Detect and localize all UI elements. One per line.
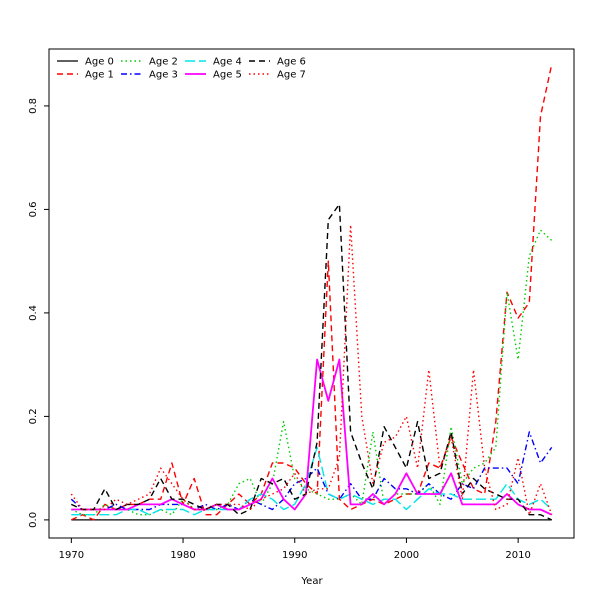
legend-label: Age 4 xyxy=(213,57,242,68)
legend: Age 0 Age 1 Age 2 Age 3 Age 4 Age 5 Age 6 Age 7 xyxy=(57,57,306,81)
series-age-5 xyxy=(71,358,553,516)
y-tick-label: 0.2 xyxy=(28,408,39,424)
series-age-6 xyxy=(71,203,552,521)
y-axis: 0.0 0.2 0.4 0.6 0.8 xyxy=(28,98,49,528)
x-axis: 1970 1980 1990 2000 2010 xyxy=(59,538,531,561)
legend-item: Age 2 xyxy=(121,57,178,68)
legend-label: Age 2 xyxy=(149,57,178,68)
x-tick-label: 1980 xyxy=(170,550,195,561)
legend-item: Age 4 xyxy=(185,57,242,68)
x-tick-label: 2000 xyxy=(394,550,419,561)
legend-label: Age 3 xyxy=(149,70,178,81)
y-tick-label: 0.0 xyxy=(28,512,39,528)
legend-item: Age 1 xyxy=(57,70,114,81)
legend-label: Age 5 xyxy=(213,70,242,81)
legend-item: Age 6 xyxy=(249,57,306,68)
series-age-3 xyxy=(70,431,553,511)
x-axis-label: Year xyxy=(300,576,323,587)
series-age-2 xyxy=(71,229,553,516)
legend-item: Age 3 xyxy=(121,70,178,81)
y-tick-label: 0.6 xyxy=(28,201,39,217)
series-layer xyxy=(70,64,553,521)
series-line xyxy=(71,358,553,516)
series-age-1 xyxy=(71,64,553,521)
x-tick-label: 2010 xyxy=(505,550,530,561)
series-line xyxy=(70,224,553,516)
y-tick-label: 0.4 xyxy=(28,305,39,321)
series-line xyxy=(70,431,553,511)
x-tick-label: 1970 xyxy=(59,550,84,561)
legend-label: Age 0 xyxy=(85,57,114,68)
legend-item: Age 7 xyxy=(249,70,306,81)
series-age-7 xyxy=(70,224,553,516)
legend-label: Age 1 xyxy=(85,70,114,81)
series-line xyxy=(71,203,552,521)
plot-frame xyxy=(48,48,575,539)
x-tick-label: 1990 xyxy=(282,550,307,561)
series-line xyxy=(71,229,553,516)
legend-item: Age 5 xyxy=(185,70,242,81)
y-tick-label: 0.8 xyxy=(28,98,39,114)
series-line xyxy=(71,64,553,521)
legend-label: Age 6 xyxy=(277,57,306,68)
legend-item: Age 0 xyxy=(57,57,114,68)
legend-label: Age 7 xyxy=(277,70,306,81)
